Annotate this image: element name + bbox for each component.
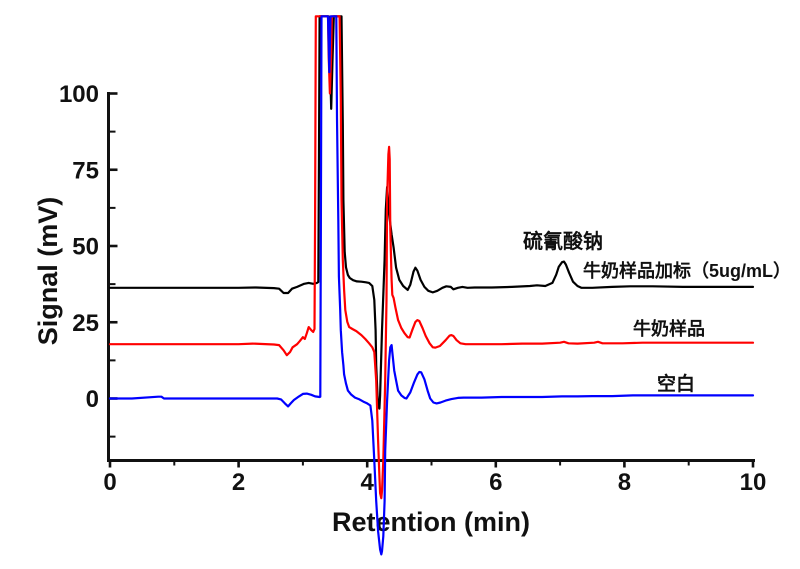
x-axis-ticks (108, 462, 755, 468)
y-axis-tick-labels: 0 25 50 75 100 (59, 81, 99, 413)
trace-2 (108, 15, 755, 556)
x-tick-label-6: 6 (489, 469, 502, 496)
y-tick-label-75: 75 (72, 157, 99, 184)
x-tick-label-0: 0 (103, 469, 116, 496)
trace-label-milk-sample: 牛奶样品 (633, 318, 705, 339)
y-axis-ticks (110, 92, 118, 438)
x-tick-label-4: 4 (361, 469, 375, 496)
x-axis-title: Retention (min) (332, 507, 530, 537)
trace-0 (108, 15, 755, 410)
annotations: 硫氰酸钠 牛奶样品加标（5ug/mL） 牛奶样品 空白 (523, 229, 791, 395)
x-tick-label-8: 8 (618, 469, 631, 496)
y-axis-title: Signal (mV) (33, 197, 63, 346)
peak-annotation-sodium-thiocyanate: 硫氰酸钠 (523, 229, 603, 253)
y-tick-label-0: 0 (86, 386, 99, 413)
trace-label-blank: 空白 (657, 372, 695, 395)
x-tick-label-2: 2 (232, 469, 245, 496)
x-tick-label-10: 10 (740, 469, 767, 496)
x-axis-tick-labels: 0 2 4 6 8 10 (103, 469, 766, 496)
chromatogram-traces (108, 15, 755, 556)
trace-label-spiked-milk-sample: 牛奶样品加标（5ug/mL） (583, 260, 791, 281)
y-tick-label-25: 25 (72, 310, 99, 337)
trace-1 (108, 15, 755, 500)
y-tick-label-50: 50 (72, 234, 99, 261)
axes (107, 92, 755, 462)
y-tick-label-100: 100 (59, 81, 99, 108)
